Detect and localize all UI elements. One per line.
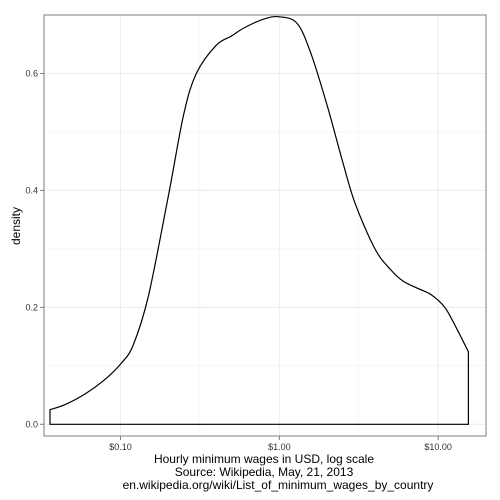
density-curve <box>49 15 469 425</box>
y-tick-label: 0.0 <box>25 419 38 429</box>
x-tick-label: $1.00 <box>268 442 291 452</box>
y-tick-label: 0.2 <box>25 302 38 312</box>
x-tick-label: $0.10 <box>109 442 132 452</box>
x-axis-title-line-3: en.wikipedia.org/wiki/List_of_minimum_wa… <box>123 478 434 492</box>
x-tick-label: $10.00 <box>424 442 452 452</box>
y-axis: 0.0 0.2 0.4 0.6 <box>25 68 44 429</box>
x-axis-title-line-2: Source: Wikipedia, May, 21, 2013 <box>175 465 354 479</box>
plot-panel-border <box>43 14 487 437</box>
y-tick-label: 0.4 <box>25 185 38 195</box>
y-axis-title: density <box>9 207 23 245</box>
x-axis: $0.10 $1.00 $10.00 <box>109 436 452 452</box>
x-axis-title-line-1: Hourly minimum wages in USD, log scale <box>154 452 374 466</box>
y-tick-label: 0.6 <box>25 68 38 78</box>
